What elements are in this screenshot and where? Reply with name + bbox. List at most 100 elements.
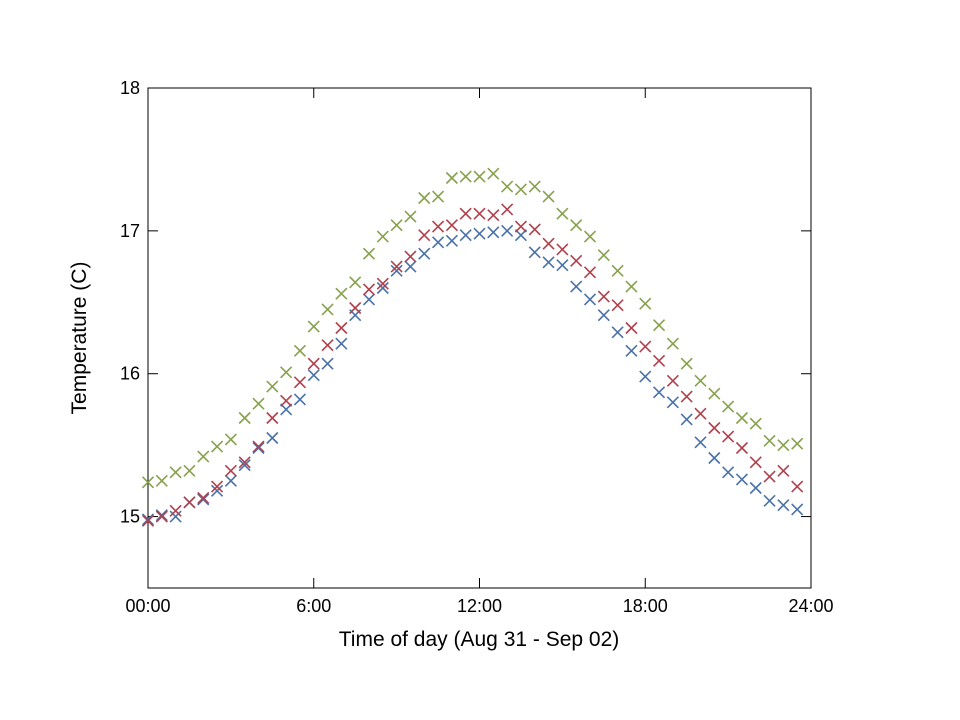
data-point-x-marker — [473, 170, 486, 183]
data-point-x-marker — [694, 374, 707, 387]
data-point-x-marker — [514, 229, 528, 242]
data-point-x-marker — [141, 514, 155, 527]
data-point-x-marker — [459, 170, 472, 183]
data-point-x-marker — [224, 464, 237, 477]
data-point-x-marker — [445, 219, 458, 232]
data-point-x-marker — [210, 484, 224, 497]
plot-frame — [147, 87, 812, 589]
data-markers — [141, 167, 804, 527]
data-point-x-marker — [390, 260, 403, 273]
y-axis-ticks: 15 16 17 18 — [120, 78, 811, 527]
data-point-x-marker — [722, 400, 735, 413]
data-point-x-marker — [169, 504, 182, 517]
data-point-x-marker — [349, 301, 362, 315]
x-tick-label: 18:00 — [623, 596, 668, 616]
data-point-x-marker — [666, 337, 679, 350]
y-tick-label: 17 — [120, 221, 140, 241]
data-point-x-marker — [473, 207, 486, 220]
data-point-x-marker — [238, 459, 251, 472]
data-point-x-marker — [501, 203, 514, 216]
data-point-x-marker — [390, 219, 403, 232]
data-point-x-marker — [791, 480, 804, 493]
data-point-x-marker — [224, 433, 237, 446]
data-point-x-marker — [335, 321, 348, 335]
data-point-x-marker — [197, 493, 210, 506]
data-point-x-marker — [293, 376, 307, 389]
x-tick-label: 00:00 — [125, 596, 170, 616]
data-point-x-marker — [694, 436, 707, 449]
y-axis-label: Temperature (C) — [68, 262, 91, 415]
data-point-x-marker — [459, 207, 472, 220]
data-point-x-marker — [556, 243, 569, 256]
data-point-x-marker — [570, 280, 583, 293]
data-point-x-marker — [639, 370, 652, 383]
data-point-x-marker — [694, 407, 707, 420]
plot-border — [147, 87, 812, 589]
data-point-x-marker — [321, 303, 334, 316]
data-point-x-marker — [280, 403, 293, 416]
data-point-x-marker — [487, 167, 500, 180]
data-point-x-marker — [252, 441, 265, 455]
data-point-x-marker — [169, 466, 182, 479]
data-point-x-marker — [639, 297, 652, 310]
y-tick-label: 16 — [120, 364, 140, 384]
data-point-x-marker — [210, 480, 224, 493]
data-point-x-marker — [528, 180, 541, 193]
data-point-x-marker — [376, 277, 389, 290]
data-point-x-marker — [487, 226, 500, 239]
data-point-x-marker — [183, 496, 196, 509]
data-point-x-marker — [749, 481, 762, 495]
data-point-x-marker — [431, 236, 445, 249]
data-point-x-marker — [556, 259, 569, 272]
data-point-x-marker — [418, 229, 431, 242]
data-point-x-marker — [763, 494, 776, 507]
data-point-x-marker — [362, 293, 376, 306]
data-point-x-marker — [404, 250, 417, 263]
data-point-x-marker — [307, 357, 320, 370]
data-point-x-marker — [583, 230, 597, 243]
data-point-x-marker — [197, 491, 210, 505]
data-point-x-marker — [542, 190, 555, 203]
data-point-x-marker — [583, 266, 597, 279]
data-point-x-marker — [666, 396, 679, 409]
series-aug-31 — [141, 224, 804, 526]
data-point-x-marker — [611, 326, 624, 339]
data-point-x-marker — [487, 209, 500, 222]
data-point-x-marker — [169, 510, 182, 523]
data-point-x-marker — [418, 247, 431, 260]
data-point-x-marker — [722, 466, 735, 479]
data-point-x-marker — [210, 440, 224, 453]
data-point-x-marker — [680, 413, 693, 426]
data-point-x-marker — [542, 237, 555, 250]
data-point-x-marker — [376, 281, 389, 295]
data-point-x-marker — [763, 470, 776, 483]
data-point-x-marker — [224, 474, 237, 487]
data-point-x-marker — [418, 191, 431, 205]
data-point-x-marker — [652, 386, 666, 399]
data-point-x-marker — [514, 220, 528, 233]
data-point-x-marker — [252, 397, 265, 410]
data-point-x-marker — [266, 411, 279, 425]
data-point-x-marker — [390, 264, 403, 277]
data-point-x-marker — [280, 366, 293, 379]
data-point-x-marker — [556, 207, 569, 220]
data-point-x-marker — [708, 421, 721, 435]
data-point-x-marker — [597, 249, 610, 262]
x-tick-label: 12:00 — [457, 596, 502, 616]
data-point-x-marker — [708, 451, 721, 465]
data-point-x-marker — [542, 256, 555, 269]
data-point-x-marker — [639, 340, 652, 353]
data-point-x-marker — [404, 210, 417, 223]
data-point-x-marker — [625, 321, 638, 335]
data-point-x-marker — [652, 319, 666, 332]
data-point-x-marker — [791, 437, 804, 450]
data-point-x-marker — [749, 456, 762, 469]
data-point-x-marker — [307, 320, 320, 333]
data-point-x-marker — [722, 430, 735, 443]
data-point-x-marker — [141, 513, 155, 526]
x-axis-ticks: 00:00 6:00 12:00 18:00 24:00 — [125, 88, 834, 616]
series-sep-01 — [141, 203, 804, 527]
data-point-x-marker — [155, 509, 168, 522]
data-point-x-marker — [362, 247, 376, 260]
